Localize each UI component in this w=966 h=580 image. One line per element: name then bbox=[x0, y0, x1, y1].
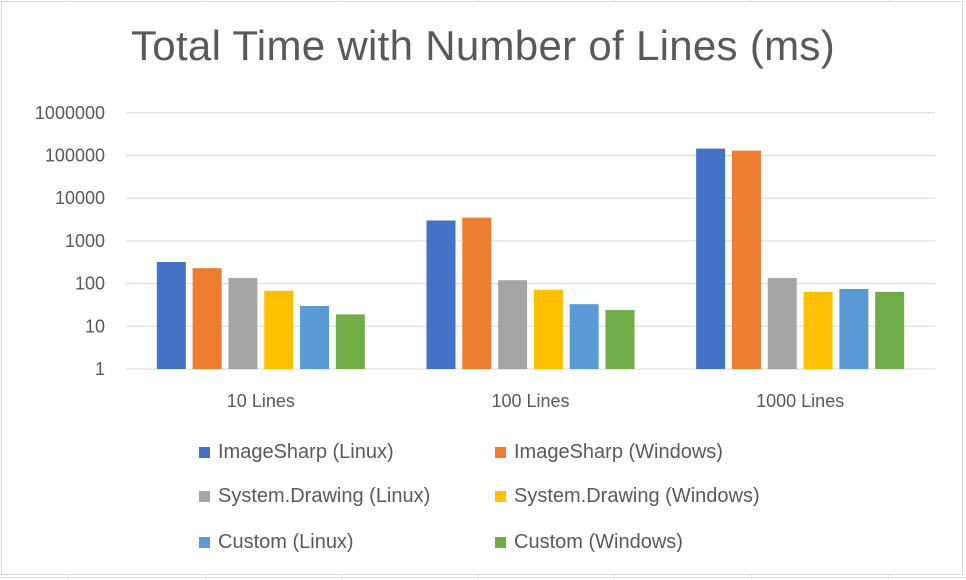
bar: System.Drawing (Windows) — 1000 Lines: 6… bbox=[803, 291, 833, 369]
bar: Custom (Windows) — 1000 Lines: 64 bbox=[875, 291, 905, 369]
legend-swatch bbox=[199, 491, 210, 502]
bar: System.Drawing (Windows) — 10 Lines: 68 bbox=[264, 290, 294, 369]
y-tick-label: 1000 bbox=[65, 231, 105, 251]
legend-item[interactable]: ImageSharp (Windows) bbox=[495, 441, 723, 464]
y-tick-label: 100 bbox=[75, 274, 105, 294]
sheet-gridline bbox=[0, 577, 966, 578]
bar: ImageSharp (Windows) — 100 Lines: 3500 bbox=[462, 217, 492, 369]
bar: ImageSharp (Linux) — 10 Lines: 320 bbox=[156, 262, 186, 369]
bar: Custom (Windows) — 100 Lines: 24 bbox=[605, 310, 635, 369]
legend-item[interactable]: ImageSharp (Linux) bbox=[199, 441, 394, 464]
y-tick-label: 1 bbox=[95, 359, 105, 379]
bar: System.Drawing (Linux) — 1000 Lines: 135 bbox=[767, 278, 797, 369]
x-tick-label: 100 Lines bbox=[491, 391, 569, 411]
y-tick-label: 10000 bbox=[55, 188, 105, 208]
bar: Custom (Linux) — 100 Lines: 33 bbox=[569, 304, 599, 369]
bar: ImageSharp (Linux) — 100 Lines: 3000 bbox=[426, 220, 456, 369]
legend-label: ImageSharp (Linux) bbox=[218, 441, 394, 463]
legend-item[interactable]: Custom (Windows) bbox=[495, 531, 683, 554]
bar: Custom (Linux) — 1000 Lines: 75 bbox=[839, 288, 869, 369]
y-tick-label: 10 bbox=[85, 316, 105, 336]
legend-label: System.Drawing (Windows) bbox=[514, 485, 760, 507]
legend-swatch bbox=[495, 447, 506, 458]
bar: ImageSharp (Linux) — 1000 Lines: 145000 bbox=[696, 148, 726, 369]
legend-swatch bbox=[495, 537, 506, 548]
bar: ImageSharp (Windows) — 10 Lines: 230 bbox=[192, 268, 222, 369]
bar: System.Drawing (Linux) — 100 Lines: 120 bbox=[498, 280, 528, 369]
y-tick-label: 1000000 bbox=[35, 103, 105, 123]
bar: ImageSharp (Windows) — 1000 Lines: 13000… bbox=[731, 150, 761, 369]
legend-label: Custom (Windows) bbox=[514, 531, 683, 553]
legend-item[interactable]: System.Drawing (Linux) bbox=[199, 485, 430, 508]
x-tick-label: 10 Lines bbox=[227, 391, 295, 411]
bar: System.Drawing (Linux) — 10 Lines: 135 bbox=[228, 278, 258, 369]
bar: Custom (Windows) — 10 Lines: 19 bbox=[335, 314, 365, 369]
legend-item[interactable]: Custom (Linux) bbox=[199, 531, 354, 554]
bar: System.Drawing (Windows) — 100 Lines: 72 bbox=[533, 289, 563, 369]
legend-swatch bbox=[199, 537, 210, 548]
bar: Custom (Linux) — 10 Lines: 30 bbox=[300, 305, 330, 369]
legend-label: Custom (Linux) bbox=[218, 531, 354, 553]
legend-swatch bbox=[495, 491, 506, 502]
y-tick-label: 100000 bbox=[45, 146, 105, 166]
legend-swatch bbox=[199, 447, 210, 458]
legend-item[interactable]: System.Drawing (Windows) bbox=[495, 485, 760, 508]
chart-title: Total Time with Number of Lines (ms) bbox=[130, 22, 835, 69]
legend-label: System.Drawing (Linux) bbox=[218, 485, 431, 507]
legend-label: ImageSharp (Windows) bbox=[514, 441, 723, 463]
x-tick-label: 1000 Lines bbox=[756, 391, 844, 411]
